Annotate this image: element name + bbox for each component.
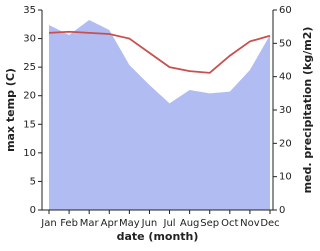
y2-tick-label: 0 [279,205,285,216]
chart: 0 5 10 15 20 25 30 35 0 10 20 30 40 50 60 Jan Feb Mar Apr M… [4,5,314,243]
y-tick-label: 15 [23,119,36,130]
y2-tick-label: 60 [279,5,292,16]
y-tick-label: 5 [30,176,36,187]
y2-tick-label: 30 [279,105,292,116]
x-tick-label: Feb [60,218,78,229]
y-tick-label: 25 [23,62,36,73]
y-axis-label: max temp (C) [4,68,17,152]
x-tick-label: Mar [80,218,100,229]
x-tick-label: Oct [221,218,238,229]
y-tick-label: 20 [23,91,36,102]
y2-tick-label: 10 [279,172,292,183]
x-tick-label: Nov [240,218,260,229]
y2-tick-label: 20 [279,138,292,149]
x-tick-label: Apr [101,218,119,229]
y2-tick-label: 50 [279,38,292,49]
x-axis-label: date (month) [117,230,199,243]
x-tick-label: Sep [200,218,219,229]
x-tick-label: Dec [260,218,279,229]
x-tick-label: Jun [141,218,158,229]
y-tick-label: 0 [30,205,36,216]
x-tick-label: Jul [163,218,176,229]
temp-line [48,30,271,74]
y-tick-label: 10 [23,148,36,159]
y2-tick-label: 40 [279,72,292,83]
y-tick-label: 35 [23,5,36,16]
y-tick-label: 30 [23,34,36,45]
precipitation-area [49,20,270,210]
x-tick-label: May [119,218,140,229]
x-tick-label: Jan [40,218,56,229]
y2-axis-label: med. precipitation (kg/m2) [301,27,314,194]
x-tick-label: Aug [180,218,200,229]
